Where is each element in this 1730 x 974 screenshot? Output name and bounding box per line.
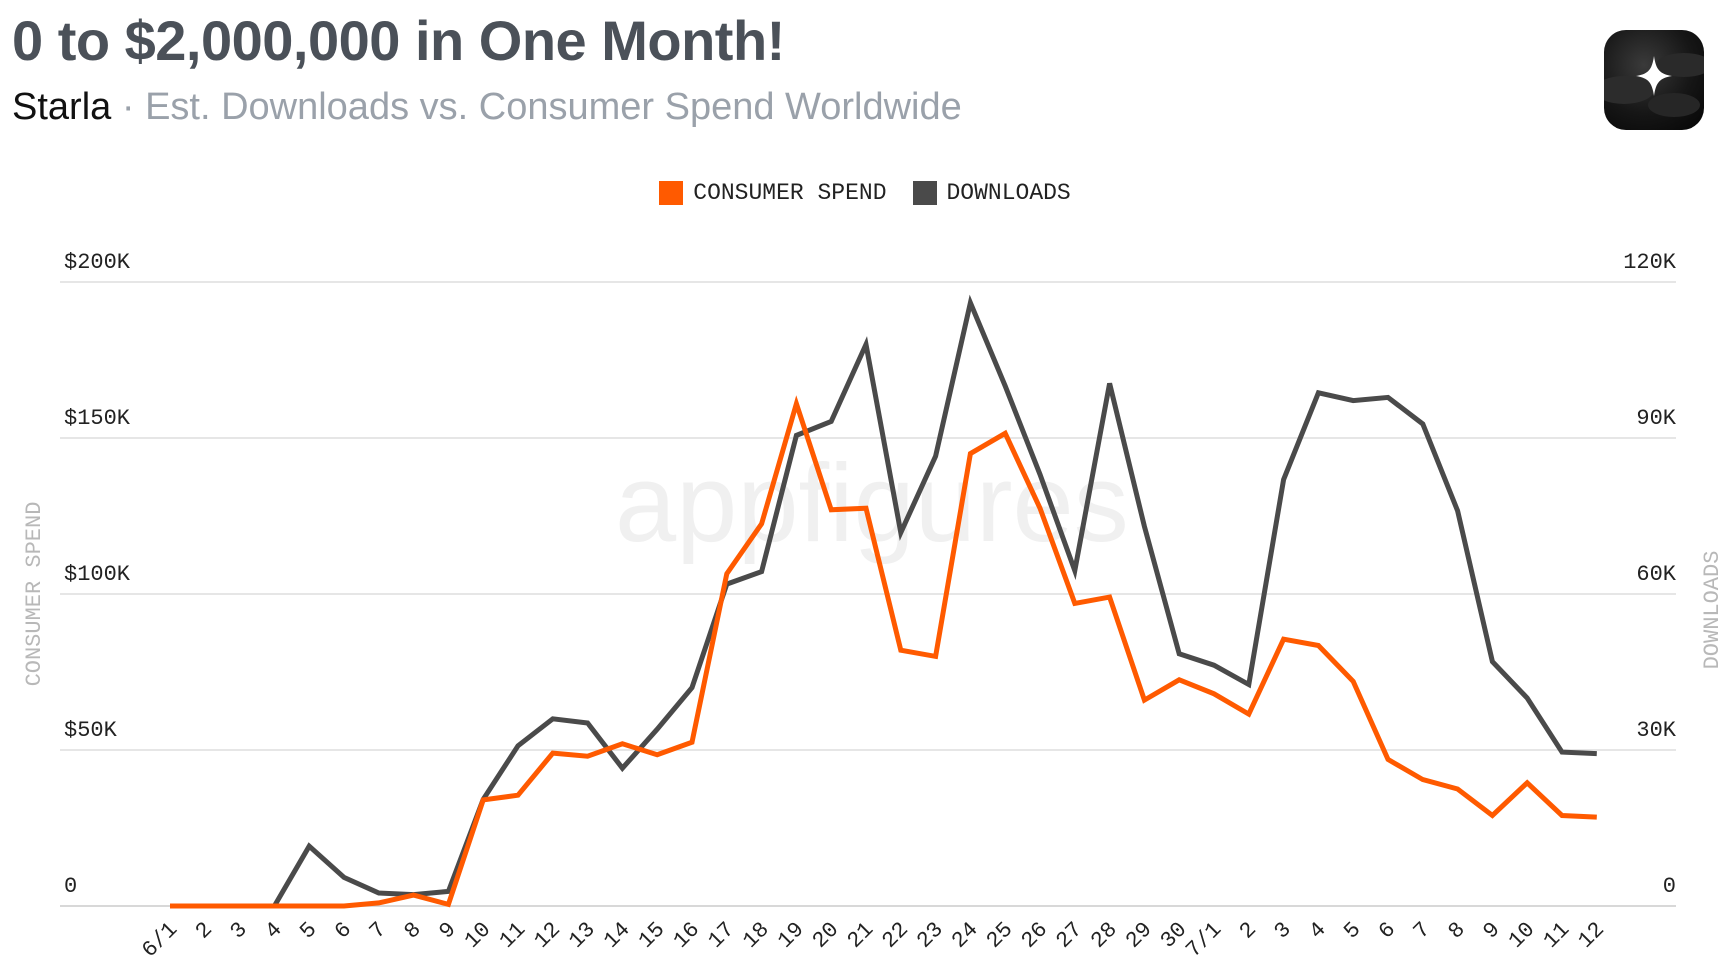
right-tick-label: 60K	[1636, 562, 1676, 587]
chart-subtitle: Starla · Est. Downloads vs. Consumer Spe…	[12, 86, 962, 129]
legend-swatch-downloads	[912, 181, 937, 205]
x-tick-label: 6/1	[137, 917, 183, 963]
x-tick-label: 27	[1051, 917, 1087, 953]
right-tick-label: 0	[1663, 874, 1676, 899]
appfigures-watermark: appfigures	[615, 442, 1129, 565]
x-tick-label: 2	[191, 917, 218, 944]
x-tick-label: 22	[877, 917, 913, 953]
legend-swatch-consumer-spend	[659, 181, 684, 205]
x-tick-label: 8	[400, 917, 427, 944]
left-axis-title: CONSUMER SPEND	[22, 502, 47, 687]
x-tick-label: 10	[460, 917, 496, 953]
left-tick-label: $50K	[64, 718, 118, 743]
x-tick-label: 4	[1304, 917, 1331, 944]
legend-label-consumer-spend: CONSUMER SPEND	[693, 180, 887, 206]
x-tick-label: 7/1	[1181, 917, 1227, 963]
x-tick-label: 3	[226, 917, 253, 944]
x-tick-label: 8	[1444, 917, 1471, 944]
x-tick-label: 16	[669, 917, 705, 953]
right-tick-label: 30K	[1636, 718, 1676, 743]
x-tick-label: 10	[1504, 917, 1540, 953]
subtitle-description: Est. Downloads vs. Consumer Spend Worldw…	[145, 86, 962, 128]
left-tick-label: $200K	[64, 250, 131, 275]
legend-item-downloads[interactable]: DOWNLOADS	[912, 180, 1071, 206]
left-tick-label: $150K	[64, 406, 131, 431]
x-tick-label: 3	[1270, 917, 1297, 944]
x-tick-label: 18	[738, 917, 774, 953]
x-tick-label: 29	[1121, 917, 1157, 953]
x-tick-label: 7	[365, 917, 392, 944]
sparkle-icon	[1636, 56, 1672, 96]
x-tick-label: 12	[1573, 917, 1609, 953]
x-tick-label: 13	[564, 917, 600, 953]
right-axis-title: DOWNLOADS	[1700, 551, 1725, 670]
x-tick-label: 9	[434, 917, 461, 944]
x-tick-label: 15	[634, 917, 670, 953]
x-tick-label: 5	[1339, 917, 1366, 944]
x-tick-label: 28	[1086, 917, 1122, 953]
x-tick-label: 7	[1409, 917, 1436, 944]
x-tick-label: 26	[1017, 917, 1053, 953]
left-tick-label: 0	[64, 874, 77, 899]
x-tick-label: 23	[912, 917, 948, 953]
x-tick-label: 24	[947, 917, 983, 953]
x-tick-label: 12	[529, 917, 565, 953]
x-tick-label: 17	[703, 917, 739, 953]
x-tick-label: 11	[1539, 917, 1575, 953]
x-tick-label: 14	[599, 917, 635, 953]
x-tick-label: 20	[808, 917, 844, 953]
right-tick-label: 90K	[1636, 406, 1676, 431]
x-tick-label: 21	[843, 917, 879, 953]
x-tick-label: 5	[295, 917, 322, 944]
left-tick-label: $100K	[64, 562, 131, 587]
subtitle-separator: ·	[121, 86, 135, 128]
consumer-spend-line	[170, 395, 1597, 909]
x-tick-label: 11	[495, 917, 531, 953]
downloads-line	[170, 294, 1597, 909]
x-tick-label: 9	[1478, 917, 1505, 944]
legend: CONSUMER SPEND DOWNLOADS	[0, 180, 1730, 206]
chart-title: 0 to $2,000,000 in One Month!	[12, 9, 785, 72]
x-tick-label: 6	[330, 917, 357, 944]
x-tick-label: 6	[1374, 917, 1401, 944]
x-tick-label: 4	[260, 917, 287, 944]
x-tick-label: 19	[773, 917, 809, 953]
right-tick-label: 120K	[1623, 250, 1677, 275]
legend-item-consumer-spend[interactable]: CONSUMER SPEND	[659, 180, 887, 206]
x-tick-label: 2	[1235, 917, 1262, 944]
app-name: Starla	[12, 86, 112, 128]
x-tick-label: 25	[982, 917, 1018, 953]
app-icon	[1604, 30, 1704, 130]
legend-label-downloads: DOWNLOADS	[946, 180, 1071, 206]
